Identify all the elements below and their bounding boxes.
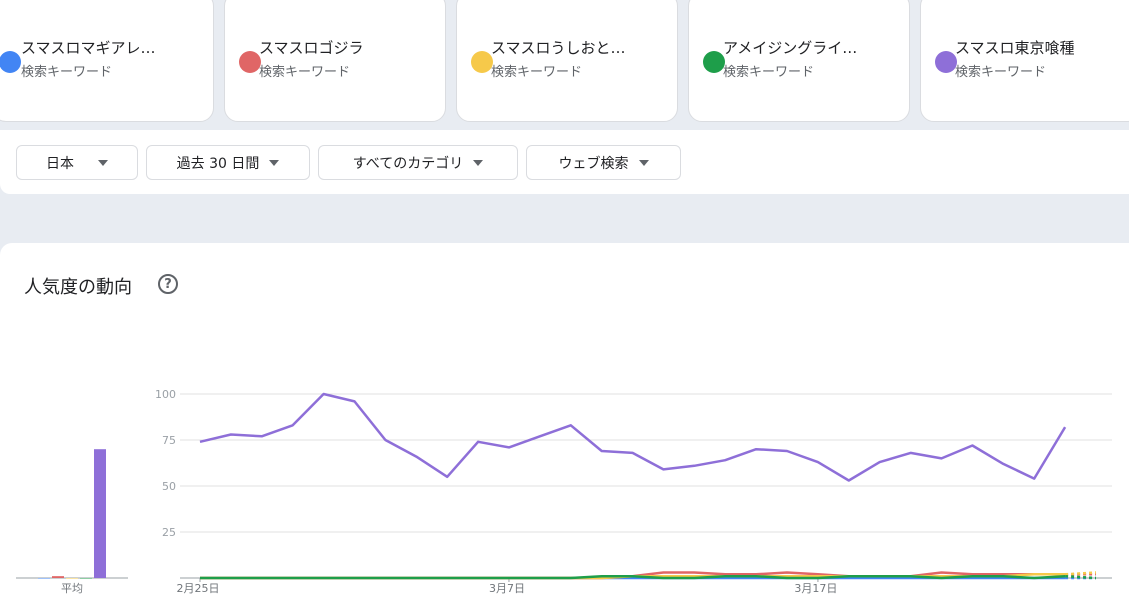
caret-down-icon — [269, 159, 280, 166]
region-dropdown[interactable]: 日本 — [16, 145, 138, 180]
term-subtitle: 検索キーワード — [491, 65, 583, 80]
category-dropdown[interactable]: すべてのカテゴリ — [318, 145, 518, 180]
term-name: スマスロうしおと… — [491, 39, 626, 57]
average-bar — [94, 449, 106, 578]
term-color-dot — [239, 51, 261, 73]
term-subtitle: 検索キーワード — [21, 65, 113, 80]
term-name: アメイジングライ… — [723, 39, 858, 57]
interest-over-time-panel: 人気度の動向 ? 100 75 50 25 2月25日 3月7日 3月17日 平均 — [0, 243, 1129, 613]
term-card-4[interactable]: アメイジングライ… 検索キーワード — [688, 0, 910, 122]
filter-bar: 日本 過去 30 日間 すべてのカテゴリ ウェブ検索 — [0, 130, 1129, 194]
category-dropdown-label: すべてのカテゴリ — [352, 155, 464, 172]
x-tick-label: 3月17日 — [794, 582, 837, 595]
average-bar — [38, 578, 50, 579]
term-card-2[interactable]: スマスロゴジラ 検索キーワード — [224, 0, 446, 122]
average-bar — [52, 576, 64, 578]
y-tick-label: 50 — [162, 480, 176, 493]
series-partial-line — [1065, 571, 1097, 576]
region-dropdown-label: 日本 — [46, 155, 74, 172]
series-line — [200, 574, 1066, 580]
period-dropdown[interactable]: 過去 30 日間 — [146, 145, 310, 180]
y-tick-label: 75 — [162, 434, 176, 447]
x-tick-label: 2月25日 — [177, 582, 220, 595]
search-type-dropdown-label: ウェブ検索 — [558, 155, 629, 172]
average-bar — [80, 578, 92, 579]
term-name: スマスロゴジラ — [259, 39, 364, 57]
average-bar — [66, 578, 78, 579]
help-icon[interactable]: ? — [158, 274, 178, 294]
y-tick-label: 100 — [155, 388, 176, 401]
average-label: 平均 — [61, 582, 83, 595]
term-card-5[interactable]: スマスロ東京喰種 検索キーワード — [920, 0, 1129, 122]
series-line — [199, 392, 1067, 482]
term-card-3[interactable]: スマスロうしおと… 検索キーワード — [456, 0, 678, 122]
term-color-dot — [703, 51, 725, 73]
series-partial-line — [1065, 574, 1097, 580]
term-name: スマスロマギアレ… — [21, 39, 156, 57]
caret-down-icon — [98, 159, 108, 166]
term-subtitle: 検索キーワード — [723, 65, 815, 80]
term-subtitle: 検索キーワード — [955, 65, 1047, 80]
y-tick-label: 25 — [162, 526, 176, 539]
search-type-dropdown[interactable]: ウェブ検索 — [526, 145, 681, 180]
caret-down-icon — [473, 159, 484, 166]
caret-down-icon — [638, 159, 649, 166]
term-color-dot — [471, 51, 493, 73]
term-color-dot — [935, 51, 957, 73]
period-dropdown-label: 過去 30 日間 — [176, 155, 260, 172]
term-subtitle: 検索キーワード — [259, 65, 351, 80]
panel-title: 人気度の動向 — [24, 277, 132, 298]
interest-chart: 100 75 50 25 2月25日 3月7日 3月17日 平均 — [16, 388, 1112, 595]
term-color-dot — [0, 51, 21, 73]
x-tick-label: 3月7日 — [489, 582, 525, 595]
term-name: スマスロ東京喰種 — [955, 39, 1075, 57]
search-terms-row: スマスロマギアレ… 検索キーワード スマスロゴジラ 検索キーワード スマスロうし… — [0, 0, 1129, 130]
term-card-1[interactable]: スマスロマギアレ… 検索キーワード — [0, 0, 214, 122]
